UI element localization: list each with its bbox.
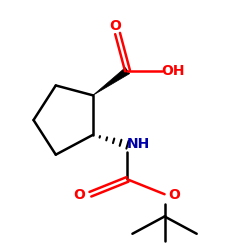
Text: O: O xyxy=(73,188,85,202)
Text: O: O xyxy=(168,188,180,202)
Text: OH: OH xyxy=(162,64,185,78)
Text: NH: NH xyxy=(127,136,150,150)
Polygon shape xyxy=(93,68,130,95)
Text: O: O xyxy=(109,19,121,33)
